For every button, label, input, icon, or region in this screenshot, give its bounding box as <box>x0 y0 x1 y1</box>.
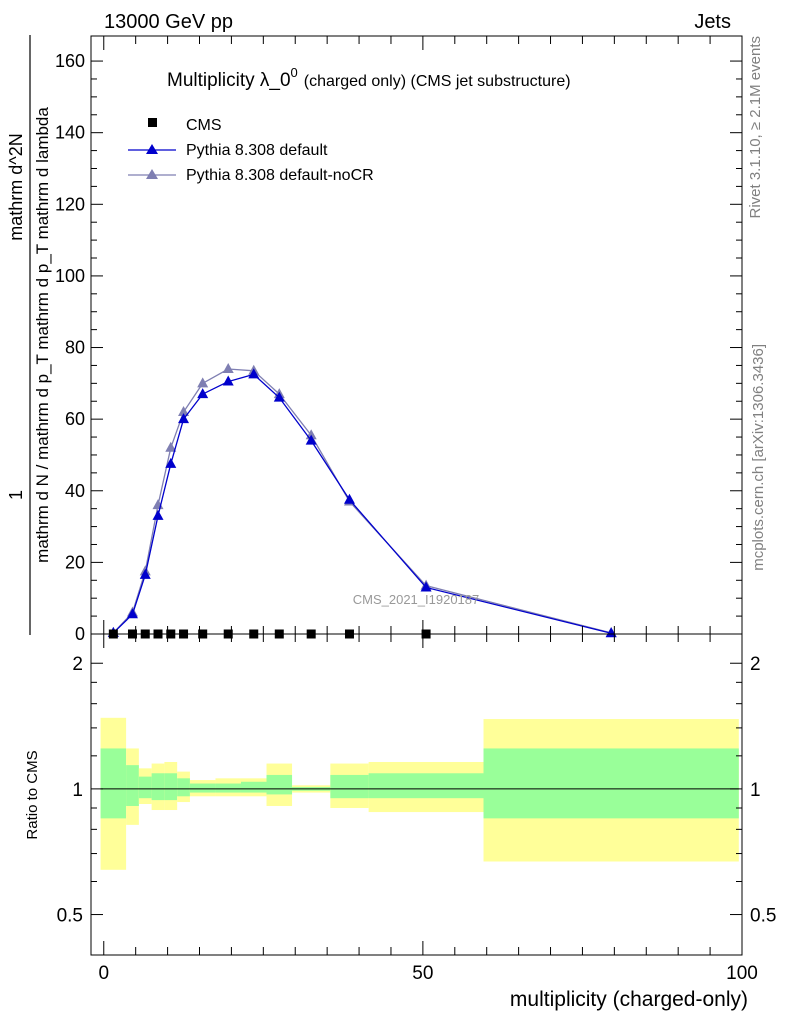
legend-pythia-default: Pythia 8.308 default <box>128 142 328 159</box>
x-tick-label: 50 <box>412 963 433 984</box>
y-label-upper: mathrm d^2N <box>6 133 26 240</box>
plot-title-small: (charged only) (CMS jet substructure) <box>304 73 571 90</box>
point-pythia-default <box>139 568 151 579</box>
ratio-y-label: Ratio to CMS <box>24 750 41 839</box>
header-left: 13000 GeV pp <box>104 11 233 33</box>
ratio-band-inner <box>126 765 139 806</box>
ratio-y-tick-label-right: 1 <box>750 780 761 801</box>
mcplots-label: mcplots.cern.ch [arXiv:1306.3436] <box>750 344 767 571</box>
y-label-numerator: 1 <box>6 490 26 500</box>
legend-pythia-nocr-label: Pythia 8.308 default-noCR <box>186 167 374 184</box>
point-pythia-default <box>197 388 209 399</box>
point-pythia-default <box>222 375 234 386</box>
series-line-pythia-default <box>112 373 612 634</box>
plot-title: Multiplicity λ_00 (charged only) (CMS jet… <box>167 65 571 91</box>
point-pythia-default <box>273 391 285 402</box>
legend-pythia-default-label: Pythia 8.308 default <box>186 142 328 159</box>
main-y-label: 1 mathrm d^2N mathrm d N / mathrm d p_T … <box>6 35 52 635</box>
x-tick-label: 100 <box>726 963 758 984</box>
main-y-tick-label: 140 <box>55 123 85 143</box>
point-pythia-nocr <box>197 377 209 388</box>
point-pythia-nocr <box>165 441 177 452</box>
ratio-panel: 0.5 0.5 1 1 2 2 0 50 100 Ratio to CMS multiplic… <box>24 36 776 1011</box>
legend-cms-marker <box>148 118 157 127</box>
analysis-watermark: CMS_2021_I1920187 <box>353 592 480 607</box>
header-right: Jets <box>694 11 731 33</box>
legend-cms-label: CMS <box>186 117 222 134</box>
main-y-tick-label: 60 <box>65 409 85 429</box>
main-y-axis: 0 20 40 60 80 100 120 140 160 <box>55 51 742 644</box>
legend-pythia-default-marker <box>146 144 158 154</box>
ratio-band-inner <box>368 773 484 799</box>
ratio-band-inner <box>100 748 127 819</box>
point-pythia-default <box>152 509 164 520</box>
ratio-band-inner <box>330 774 369 799</box>
legend-pythia-nocr-marker <box>146 169 158 179</box>
main-y-tick-label: 160 <box>55 51 85 71</box>
point-pythia-default <box>343 493 355 504</box>
main-y-tick-label: 100 <box>55 266 85 286</box>
ratio-band-inner <box>215 783 241 793</box>
point-pythia-nocr <box>222 363 234 374</box>
point-pythia-default <box>305 434 317 445</box>
ratio-y-tick-label: 1 <box>72 780 83 801</box>
legend-pythia-nocr: Pythia 8.308 default-noCR <box>128 167 374 184</box>
ratio-band-inner <box>266 774 293 795</box>
rivet-label: Rivet 3.1.10, ≥ 2.1M events <box>747 36 764 219</box>
ratio-band-inner <box>164 773 178 801</box>
main-y-tick-label: 80 <box>65 338 85 358</box>
ratio-y-tick-label-right: 2 <box>750 654 761 675</box>
legend-cms: CMS <box>148 117 222 134</box>
main-y-tick-label: 120 <box>55 194 85 214</box>
ratio-y-axis: 0.5 0.5 1 1 2 2 <box>57 654 777 926</box>
ratio-band-inner <box>189 783 216 793</box>
ratio-band-inner <box>240 781 267 793</box>
ratio-band-inner <box>177 778 190 797</box>
ratio-band-inner <box>483 748 739 819</box>
point-pythia-default <box>165 457 177 468</box>
x-axis-label: multiplicity (charged-only) <box>510 988 748 1011</box>
legend: CMS Pythia 8.308 default Pythia 8.308 de… <box>128 117 374 184</box>
main-y-tick-label: 0 <box>75 624 85 644</box>
point-pythia-default <box>248 368 260 379</box>
plot-title-main: Multiplicity λ_0 <box>167 70 291 91</box>
ratio-bands <box>100 717 739 870</box>
point-pythia-default <box>420 581 432 592</box>
ratio-band-inner <box>138 776 152 799</box>
main-y-tick-label: 40 <box>65 481 85 501</box>
point-pythia-nocr <box>178 405 190 416</box>
ratio-band-inner <box>151 773 165 801</box>
ratio-y-tick-label: 2 <box>72 654 83 675</box>
ratio-y-tick-label-right: 0.5 <box>750 906 776 927</box>
ratio-frame <box>90 633 743 956</box>
x-axis: 0 50 100 <box>98 36 758 984</box>
point-pythia-default <box>126 608 138 619</box>
point-pythia-default <box>178 413 190 424</box>
y-label-denominator: mathrm d N / mathrm d p_T mathrm d p_T m… <box>33 107 52 563</box>
ratio-y-tick-label: 0.5 <box>57 906 83 927</box>
x-tick-label: 0 <box>98 963 109 984</box>
main-y-tick-label: 20 <box>65 552 85 572</box>
plot-title-sup: 0 <box>291 65 298 80</box>
